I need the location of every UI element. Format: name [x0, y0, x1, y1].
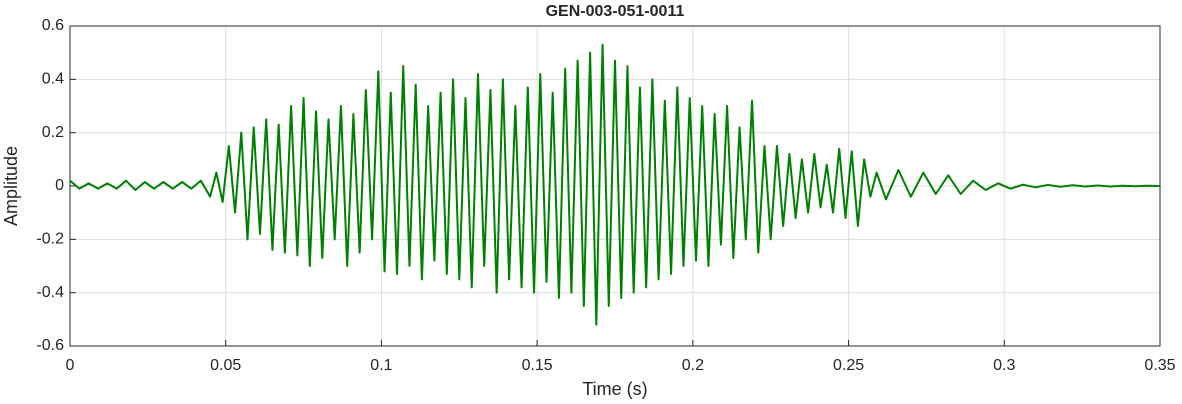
x-tick-label: 0.2: [682, 357, 704, 374]
y-tick-label: -0.2: [36, 231, 64, 248]
y-tick-label: 0.2: [42, 124, 64, 141]
x-tick-label: 0.25: [833, 357, 864, 374]
y-tick-label: -0.6: [36, 337, 64, 354]
x-tick-label: 0.1: [370, 357, 392, 374]
y-axis-label: Amplitude: [1, 146, 21, 226]
x-tick-label: 0.3: [993, 357, 1015, 374]
chart-title: GEN-003-051-0011: [546, 3, 685, 20]
x-tick-label: 0.05: [210, 357, 241, 374]
x-tick-label: 0.15: [522, 357, 553, 374]
x-tick-label: 0: [66, 357, 75, 374]
y-tick-label: 0: [55, 177, 64, 194]
y-tick-label: 0.4: [42, 71, 64, 88]
x-tick-label: 0.35: [1144, 357, 1175, 374]
y-tick-label: -0.4: [36, 284, 64, 301]
x-axis-label: Time (s): [582, 379, 647, 399]
waveform-line: [69, 43, 1161, 326]
y-tick-label: 0.6: [42, 17, 64, 34]
